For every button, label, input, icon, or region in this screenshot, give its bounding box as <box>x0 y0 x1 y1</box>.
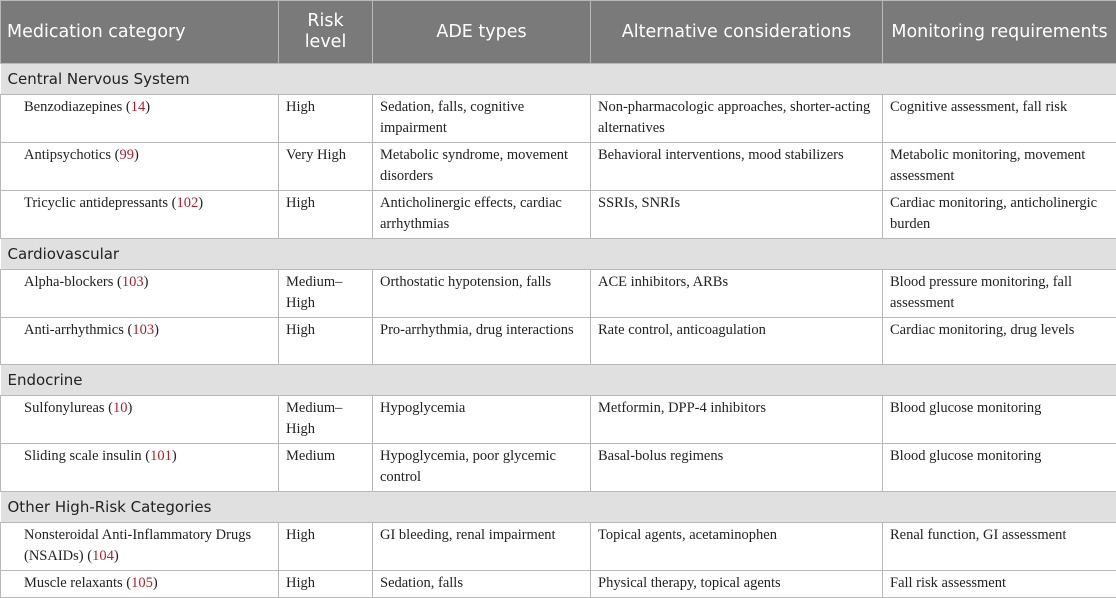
header-row: Medication category Risk level ADE types… <box>1 1 1116 64</box>
header-medication-category: Medication category <box>1 1 279 64</box>
risk-level-cell: High <box>279 95 373 143</box>
reference-link[interactable]: 103 <box>122 274 144 290</box>
section-row: Other High-Risk Categories <box>1 492 1116 523</box>
monitoring-requirements-cell: Cognitive assessment, fall risk <box>883 95 1116 143</box>
medication-category-cell: Muscle relaxants (105) <box>1 571 279 598</box>
medication-name: Alpha-blockers <box>24 274 113 290</box>
reference-link[interactable]: 14 <box>131 99 146 115</box>
monitoring-requirements-cell: Metabolic monitoring, movement assessmen… <box>883 143 1116 191</box>
ade-types-cell: Sedation, falls, cognitive impairment <box>373 95 591 143</box>
header-monitoring-requirements: Monitoring requirements <box>883 1 1116 64</box>
monitoring-requirements-cell: Renal function, GI assessment <box>883 523 1116 571</box>
ade-types-cell: Sedation, falls <box>373 571 591 598</box>
risk-level-cell: Medium–High <box>279 396 373 444</box>
risk-level-cell: High <box>279 571 373 598</box>
medication-name: Sulfonylureas <box>24 400 105 416</box>
section-title: Central Nervous System <box>1 64 1116 95</box>
medication-category-cell: Sulfonylureas (10) <box>1 396 279 444</box>
alternative-considerations-cell: Physical therapy, topical agents <box>591 571 883 598</box>
ade-types-cell: Metabolic syndrome, movement disorders <box>373 143 591 191</box>
medication-category-cell: Anti-arrhythmics (103) <box>1 318 279 365</box>
medication-category-cell: Nonsteroidal Anti-Inflammatory Drugs (NS… <box>1 523 279 571</box>
reference-link[interactable]: 102 <box>177 195 199 211</box>
alternative-considerations-cell: Topical agents, acetaminophen <box>591 523 883 571</box>
risk-level-cell: Medium–High <box>279 270 373 318</box>
medication-category-cell: Sliding scale insulin (101) <box>1 444 279 492</box>
section-title: Cardiovascular <box>1 239 1116 270</box>
table-row: Nonsteroidal Anti-Inflammatory Drugs (NS… <box>1 523 1116 571</box>
risk-level-cell: High <box>279 191 373 239</box>
alternative-considerations-cell: Non-pharmacologic approaches, shorter-ac… <box>591 95 883 143</box>
medication-name: Antipsychotics <box>24 147 111 163</box>
ade-types-cell: Hypoglycemia, poor glycemic control <box>373 444 591 492</box>
risk-level-cell: Medium <box>279 444 373 492</box>
ade-types-cell: Orthostatic hypotension, falls <box>373 270 591 318</box>
section-row: Cardiovascular <box>1 239 1116 270</box>
monitoring-requirements-cell: Cardiac monitoring, drug levels <box>883 318 1116 365</box>
ade-types-cell: Hypoglycemia <box>373 396 591 444</box>
risk-level-cell: Very High <box>279 143 373 191</box>
medication-name: Nonsteroidal Anti-Inflammatory Drugs (NS… <box>24 527 251 564</box>
medication-category-cell: Benzodiazepines (14) <box>1 95 279 143</box>
alternative-considerations-cell: ACE inhibitors, ARBs <box>591 270 883 318</box>
alternative-considerations-cell: SSRIs, SNRIs <box>591 191 883 239</box>
risk-level-cell: High <box>279 318 373 365</box>
medication-category-cell: Tricyclic antidepressants (102) <box>1 191 279 239</box>
alternative-considerations-cell: Rate control, anticoagulation <box>591 318 883 365</box>
section-title: Endocrine <box>1 365 1116 396</box>
reference-link[interactable]: 99 <box>119 147 134 163</box>
reference-link[interactable]: 103 <box>132 322 154 338</box>
reference-link[interactable]: 105 <box>131 575 153 591</box>
medication-category-cell: Alpha-blockers (103) <box>1 270 279 318</box>
risk-level-cell: High <box>279 523 373 571</box>
header-alternative-considerations: Alternative considerations <box>591 1 883 64</box>
medication-name: Sliding scale insulin <box>24 448 142 464</box>
reference-link[interactable]: 104 <box>92 548 114 564</box>
medication-name: Benzodiazepines <box>24 99 122 115</box>
alternative-considerations-cell: Basal-bolus regimens <box>591 444 883 492</box>
medication-name: Tricyclic antidepressants <box>24 195 168 211</box>
section-row: Central Nervous System <box>1 64 1116 95</box>
monitoring-requirements-cell: Cardiac monitoring, anticholinergic burd… <box>883 191 1116 239</box>
monitoring-requirements-cell: Blood glucose monitoring <box>883 444 1116 492</box>
reference-link[interactable]: 101 <box>150 448 172 464</box>
monitoring-requirements-cell: Blood glucose monitoring <box>883 396 1116 444</box>
section-title: Other High-Risk Categories <box>1 492 1116 523</box>
medication-name: Muscle relaxants <box>24 575 123 591</box>
monitoring-requirements-cell: Blood pressure monitoring, fall assessme… <box>883 270 1116 318</box>
section-row: Endocrine <box>1 365 1116 396</box>
monitoring-requirements-cell: Fall risk assessment <box>883 571 1116 598</box>
alternative-considerations-cell: Metformin, DPP-4 inhibitors <box>591 396 883 444</box>
header-ade-types: ADE types <box>373 1 591 64</box>
ade-types-cell: Pro-arrhythmia, drug interactions <box>373 318 591 365</box>
ade-types-cell: GI bleeding, renal impairment <box>373 523 591 571</box>
medication-category-cell: Antipsychotics (99) <box>1 143 279 191</box>
reference-link[interactable]: 10 <box>113 400 128 416</box>
header-risk-level: Risk level <box>279 1 373 64</box>
medication-name: Anti-arrhythmics <box>24 322 124 338</box>
ade-types-cell: Anticholinergic effects, cardiac arrhyth… <box>373 191 591 239</box>
alternative-considerations-cell: Behavioral interventions, mood stabilize… <box>591 143 883 191</box>
